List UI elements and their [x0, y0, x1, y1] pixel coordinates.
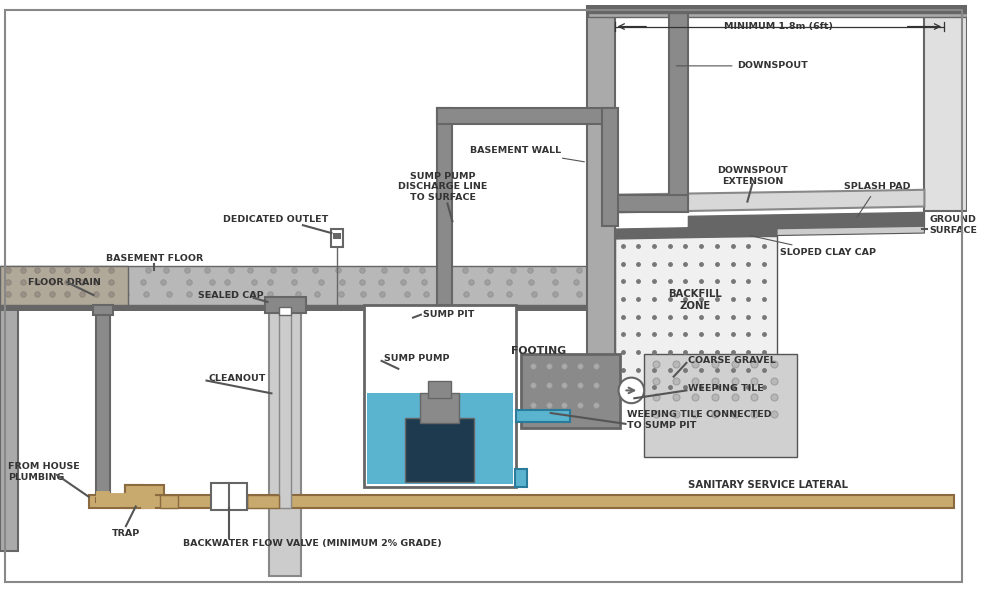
Bar: [0, 305, 587, 311]
Bar: [279, 311, 291, 509]
Text: MINIMUM 1.8m (6ft): MINIMUM 1.8m (6ft): [724, 22, 834, 31]
Text: WEEPING TILE CONNECTED
TO SUMP PIT: WEEPING TILE CONNECTED TO SUMP PIT: [627, 410, 772, 430]
Circle shape: [618, 378, 644, 403]
Text: COARSE GRAVEL: COARSE GRAVEL: [688, 356, 777, 365]
Bar: [264, 297, 306, 313]
Text: DEDICATED OUTLET: DEDICATED OUTLET: [223, 215, 328, 224]
Polygon shape: [614, 190, 924, 213]
Text: SUMP PUMP: SUMP PUMP: [383, 355, 449, 363]
Bar: [602, 108, 617, 226]
Bar: [364, 305, 516, 487]
Polygon shape: [614, 226, 777, 239]
Bar: [331, 229, 343, 247]
Bar: [279, 307, 291, 315]
Bar: [588, 5, 966, 17]
Bar: [0, 266, 587, 305]
Polygon shape: [688, 222, 924, 237]
Text: BACKWATER FLOW VALVE (MINIMUM 2% GRADE): BACKWATER FLOW VALVE (MINIMUM 2% GRADE): [183, 539, 441, 548]
Text: FROM HOUSE
PLUMBING: FROM HOUSE PLUMBING: [8, 462, 80, 482]
Polygon shape: [688, 213, 924, 230]
Text: TRAP: TRAP: [112, 529, 140, 539]
Text: BACKFILL
ZONE: BACKFILL ZONE: [668, 289, 723, 311]
Bar: [125, 485, 143, 509]
Text: DOWNSPOUT: DOWNSPOUT: [676, 62, 808, 70]
Bar: [160, 495, 178, 509]
Bar: [924, 5, 966, 211]
Text: WEEPING TILE: WEEPING TILE: [688, 384, 764, 393]
Bar: [428, 381, 451, 398]
Bar: [515, 469, 527, 487]
Bar: [93, 305, 113, 315]
Text: FOOTING: FOOTING: [511, 346, 566, 356]
Bar: [247, 495, 279, 509]
Text: DOWNSPOUT
EXTENSION: DOWNSPOUT EXTENSION: [717, 166, 787, 186]
Bar: [0, 305, 18, 551]
Bar: [333, 233, 341, 239]
Bar: [125, 485, 164, 495]
Bar: [516, 410, 570, 422]
Text: SUMP PUMP
DISCHARGE LINE
TO SURFACE: SUMP PUMP DISCHARGE LINE TO SURFACE: [398, 172, 488, 202]
Text: BASEMENT FLOOR: BASEMENT FLOOR: [106, 254, 203, 263]
Bar: [644, 354, 796, 457]
Bar: [88, 495, 954, 509]
Text: SANITARY SERVICE LATERAL: SANITARY SERVICE LATERAL: [688, 480, 848, 490]
Bar: [436, 108, 452, 305]
Bar: [420, 393, 459, 423]
Bar: [587, 5, 614, 384]
Text: BASEMENT WALL: BASEMENT WALL: [470, 146, 584, 162]
Bar: [668, 5, 688, 202]
Bar: [405, 418, 474, 482]
Bar: [614, 195, 688, 213]
Bar: [367, 393, 513, 484]
Text: CLEANOUT: CLEANOUT: [208, 374, 265, 383]
Bar: [0, 266, 128, 305]
Text: SLOPED CLAY CAP: SLOPED CLAY CAP: [750, 236, 876, 258]
Bar: [521, 354, 619, 428]
Bar: [211, 483, 247, 510]
Text: GROUND
SURFACE: GROUND SURFACE: [929, 215, 977, 235]
Text: SEALED CAP: SEALED CAP: [199, 291, 263, 300]
Bar: [269, 311, 301, 576]
Bar: [614, 236, 777, 393]
Bar: [96, 498, 110, 501]
Bar: [96, 311, 110, 498]
Text: SPLASH PAD: SPLASH PAD: [843, 182, 910, 217]
Bar: [436, 108, 614, 124]
Bar: [211, 495, 247, 509]
Bar: [588, 5, 966, 13]
Text: FLOOR DRAIN: FLOOR DRAIN: [28, 278, 100, 287]
Text: SUMP PIT: SUMP PIT: [423, 310, 474, 319]
